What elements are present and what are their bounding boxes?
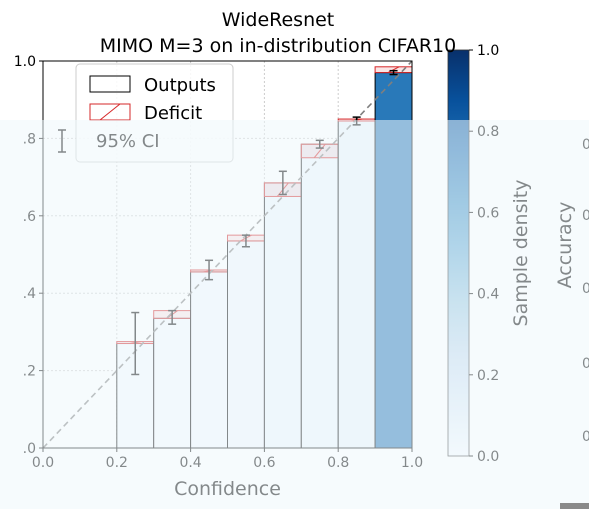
y-tick-label: .0 (23, 441, 36, 457)
colorbar-tick-label: 1.0 (477, 43, 499, 59)
outputs-bar (337, 120, 376, 449)
colorbar-tick-label: 0.6 (477, 205, 499, 221)
colorbar-label: Sample density (510, 180, 532, 327)
outputs-bar (153, 317, 192, 449)
colorbar (447, 49, 470, 457)
y-tick-label: .2 (23, 364, 36, 380)
outputs-bar (300, 143, 339, 449)
colorbar-tick-label: 0.8 (477, 124, 499, 140)
x-axis-label: Confidence (174, 478, 281, 500)
legend-ci-label: 95% CI (96, 131, 160, 152)
outputs-bar (190, 271, 229, 449)
outputs-bar (263, 182, 302, 449)
y-tick-label: 1.0 (14, 54, 36, 70)
colorbar-tick-label: 0.0 (477, 449, 499, 465)
x-tick-label: 0.2 (106, 455, 128, 471)
chart-title-line1: WideResnet (222, 9, 335, 31)
legend-outputs-swatch (89, 75, 131, 93)
y-tick-label: .6 (23, 209, 36, 225)
outputs-bar (227, 240, 265, 449)
y-tick-label: .4 (23, 286, 36, 302)
partial-tick-label: 0 (582, 429, 589, 445)
colorbar-tick-label: 0.4 (477, 287, 499, 303)
legend-deficit-label: Deficit (144, 103, 202, 124)
legend-deficit-hatch (99, 103, 121, 121)
partial-tick-label: 0 (582, 281, 589, 297)
deficit-hatch (387, 66, 400, 74)
chart-title-line2: MIMO M=3 on in-distribution CIFAR10 (100, 35, 456, 57)
corner-scrollbar-fragment (560, 503, 589, 509)
partial-tick-label: 0 (582, 356, 589, 372)
legend-outputs-label: Outputs (144, 75, 216, 96)
partial-tick-label: 0 (582, 137, 589, 153)
x-tick-label: 0.4 (179, 455, 201, 471)
partial-tick-label: 0 (582, 208, 589, 224)
x-tick-label: 0.6 (253, 455, 275, 471)
y-tick-label: .8 (23, 131, 36, 147)
outputs-bar (374, 72, 413, 449)
x-tick-label: 0.0 (32, 455, 54, 471)
x-tick-label: 1.0 (401, 455, 423, 471)
colorbar-tick-label: 0.2 (477, 368, 499, 384)
x-tick-label: 0.8 (327, 455, 349, 471)
partial-y-axis-label: Accuracy (554, 202, 576, 289)
